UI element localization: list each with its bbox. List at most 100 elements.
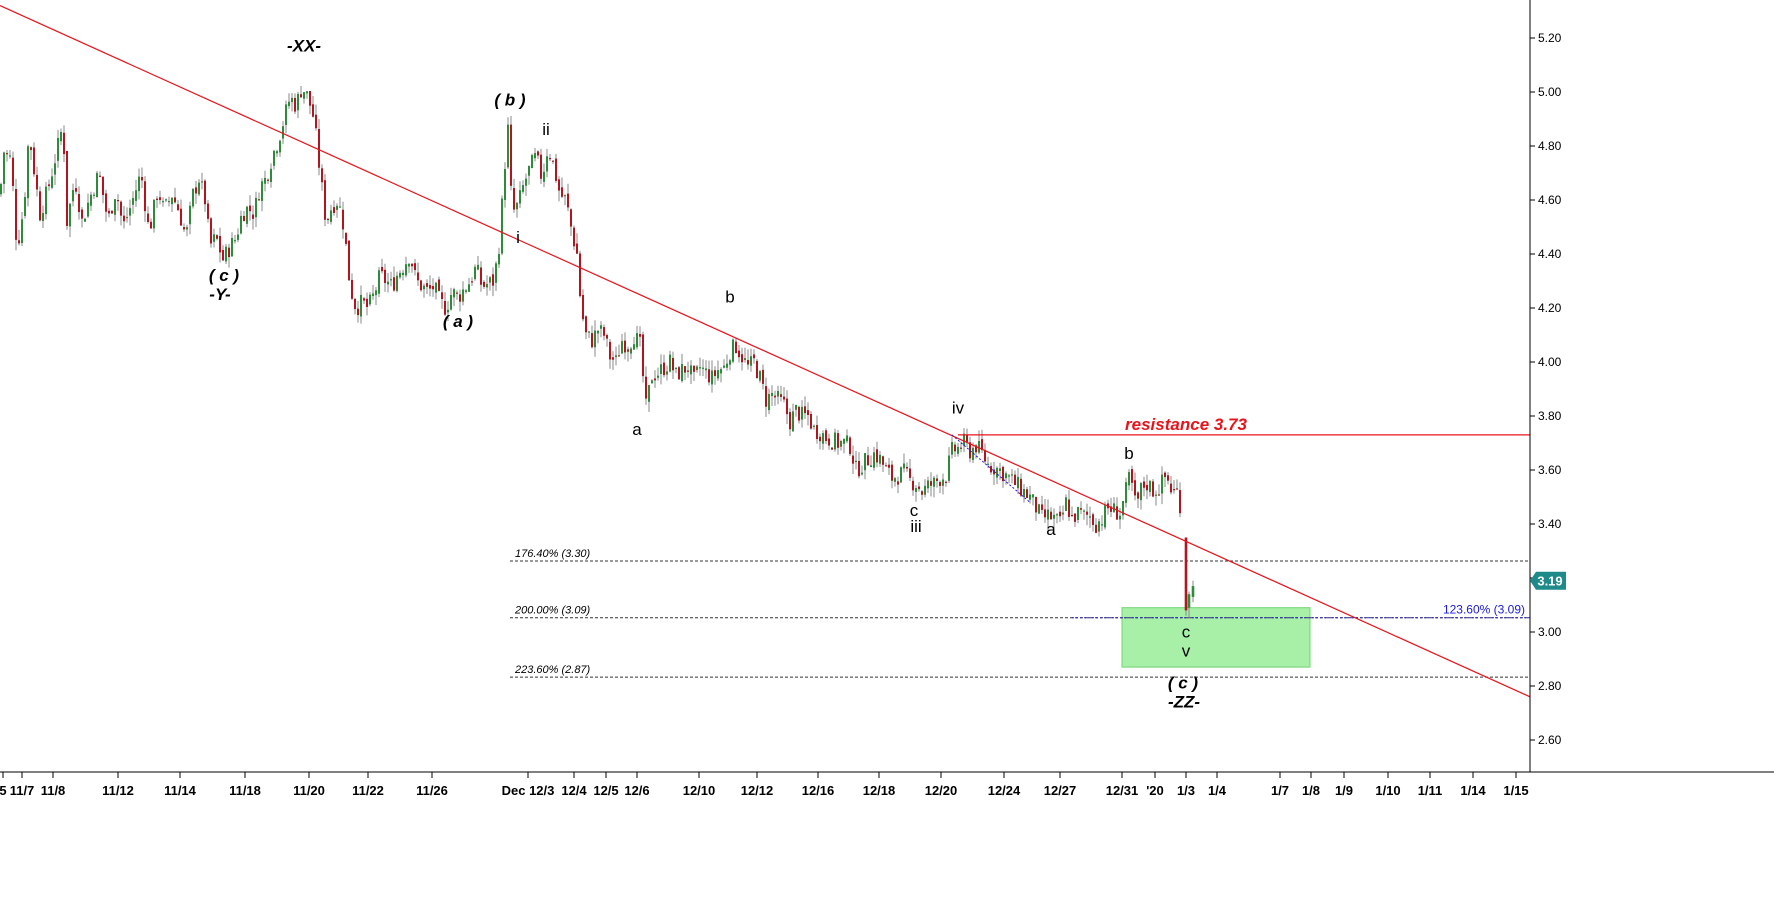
candle-up — [201, 181, 203, 183]
candle-up — [963, 433, 965, 446]
candle-up — [1065, 497, 1067, 512]
candle-up — [771, 392, 773, 397]
wave-label: a — [1046, 520, 1056, 539]
candle-down — [678, 367, 680, 380]
candle-up — [399, 272, 401, 278]
x-tick-label: 1/14 — [1460, 783, 1486, 798]
candle-down — [741, 354, 743, 363]
candle-down — [975, 445, 977, 453]
candle-down — [351, 279, 353, 299]
candle-up — [138, 176, 140, 192]
candle-up — [1128, 472, 1130, 486]
candle-up — [1011, 474, 1013, 476]
candle-down — [294, 97, 296, 112]
candle-up — [660, 364, 662, 375]
candle-down — [510, 124, 512, 186]
candle-up — [933, 477, 935, 487]
candle-up — [132, 198, 134, 205]
candle-down — [30, 147, 32, 151]
candle-down — [945, 481, 947, 483]
candle-up — [474, 266, 476, 280]
candle-up — [705, 368, 707, 371]
y-axis: 2.602.803.003.203.403.603.804.004.204.40… — [1530, 31, 1562, 747]
candle-up — [996, 467, 998, 478]
candle-down — [603, 327, 605, 336]
candle-up — [1113, 503, 1115, 512]
lines-layer: resistance 3.73 — [0, 5, 1531, 698]
candle-down — [684, 366, 686, 373]
candle-down — [222, 249, 224, 261]
price-badge-layer: 3.19 — [1530, 571, 1566, 590]
candle-down — [159, 197, 161, 201]
y-tick-label: 4.60 — [1538, 193, 1562, 207]
candle-up — [534, 153, 536, 159]
candle-down — [609, 341, 611, 360]
candle-down — [102, 176, 104, 196]
candle-down — [810, 413, 812, 429]
candle-down — [591, 333, 593, 348]
candle-down — [1143, 481, 1145, 488]
candle-up — [543, 171, 545, 182]
x-tick-label: 12/20 — [925, 783, 958, 798]
candle-up — [651, 380, 653, 384]
candle-down — [348, 240, 350, 281]
candle-down — [357, 308, 359, 316]
candle-down — [315, 114, 317, 129]
x-tick-label: 1/7 — [1271, 783, 1289, 798]
candle-up — [696, 366, 698, 371]
x-tick-label: 12/18 — [863, 783, 896, 798]
candles-layer — [0, 86, 1195, 619]
candle-down — [267, 179, 269, 181]
candle-up — [657, 375, 659, 378]
candle-down — [312, 104, 314, 117]
candle-up — [447, 309, 449, 313]
wave-label: v — [1182, 641, 1191, 660]
candle-up — [378, 270, 380, 294]
candle-down — [243, 216, 245, 222]
candle-up — [87, 202, 89, 217]
candle-down — [1176, 488, 1178, 490]
candle-down — [969, 442, 971, 459]
candle-down — [573, 227, 575, 247]
candle-up — [360, 295, 362, 317]
candle-up — [864, 453, 866, 471]
candle-up — [855, 460, 857, 463]
candle-up — [468, 284, 470, 292]
candle-up — [546, 156, 548, 172]
candle-down — [345, 232, 347, 244]
candle-down — [471, 281, 473, 283]
wave-label: ( a ) — [443, 312, 474, 331]
candle-down — [714, 370, 716, 376]
candle-down — [63, 132, 65, 155]
candle-down — [1134, 480, 1136, 496]
candle-down — [738, 350, 740, 358]
wave-label: b — [725, 288, 734, 307]
y-tick-label: 5.00 — [1538, 85, 1562, 99]
candle-down — [918, 486, 920, 490]
candle-down — [1110, 506, 1112, 512]
candle-down — [576, 243, 578, 254]
candle-down — [300, 94, 302, 98]
candle-up — [957, 446, 959, 454]
candle-down — [1071, 514, 1073, 517]
wave-label: i — [516, 228, 520, 247]
candle-down — [819, 436, 821, 442]
candle-down — [363, 298, 365, 301]
candle-up — [453, 289, 455, 298]
candle-down — [954, 444, 956, 452]
candle-down — [141, 176, 143, 181]
x-tick-label: 12/27 — [1044, 783, 1077, 798]
candle-up — [948, 455, 950, 481]
candle-down — [885, 465, 887, 467]
candle-down — [561, 187, 563, 197]
candle-down — [117, 200, 119, 202]
candle-down — [438, 279, 440, 291]
candle-down — [654, 378, 656, 381]
candle-up — [768, 393, 770, 411]
candle-up — [690, 365, 692, 375]
candle-down — [1146, 484, 1148, 491]
candle-up — [498, 253, 500, 265]
x-tick-label: 1/15 — [1503, 783, 1528, 798]
candle-down — [606, 335, 608, 339]
candle-down — [75, 188, 77, 192]
